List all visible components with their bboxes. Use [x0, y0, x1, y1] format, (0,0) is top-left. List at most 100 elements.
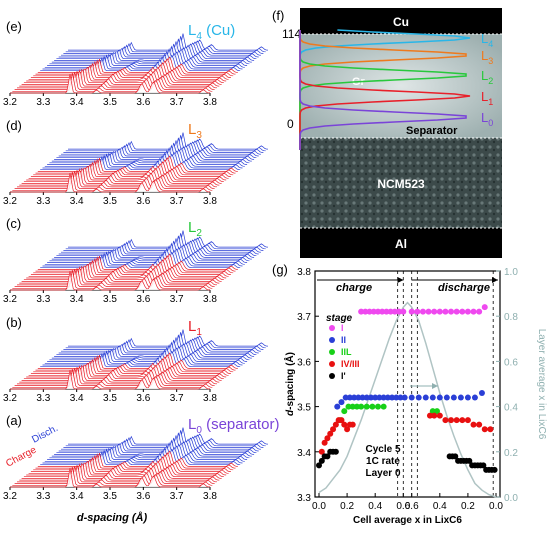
charge-spectrum — [23, 364, 224, 380]
y2-tick-label: 0.2 — [504, 448, 518, 459]
data-point — [464, 308, 471, 315]
data-point — [448, 417, 455, 424]
charge-spectrum — [26, 165, 227, 181]
data-point — [383, 308, 390, 315]
discharge-spectrum — [51, 343, 252, 359]
y2-tick-label: 1.0 — [504, 267, 518, 278]
x-tick-label: 0.2 — [340, 501, 354, 512]
charge-spectrum — [33, 356, 234, 373]
data-point — [341, 408, 348, 415]
data-point — [380, 403, 387, 410]
waterfall-panel-d: 3.2 3.3 3.4 3.5 3.6 3.7 3.8 (d) L3 — [3, 118, 269, 207]
discharge-spectrum — [51, 146, 252, 162]
panel-tag: (e) — [6, 19, 22, 34]
data-point — [324, 453, 331, 460]
discharge-spectrum — [61, 41, 262, 56]
data-point — [342, 394, 349, 401]
discharge-spectrum — [61, 435, 262, 450]
waterfall-panel-a: 3.2 3.3 3.4 3.5 3.6 3.7 3.8 (a) L0 (separator) Ch… — [3, 413, 279, 502]
panel-tag: (b) — [6, 315, 22, 330]
discharge-spectrum — [42, 151, 243, 169]
waterfall-tick-label: 3.2 — [3, 491, 17, 502]
x-tick-label: 0.4 — [433, 501, 447, 512]
discharge-spectrum — [58, 142, 259, 157]
discharge-spectrum — [49, 442, 250, 459]
discharge-spectrum — [51, 244, 252, 260]
charge-spectrum — [26, 263, 227, 279]
discharge-spectrum — [68, 329, 269, 347]
data-point — [369, 403, 376, 410]
legend-marker — [329, 337, 335, 343]
layer-label: L1 — [188, 318, 202, 338]
charge-spectrum — [10, 173, 211, 193]
legend-marker — [329, 373, 335, 379]
info-line: Cycle 5 — [365, 444, 400, 455]
charge-spectrum — [37, 352, 238, 369]
info-line: 1C rate — [366, 456, 400, 467]
discharge-title: discharge — [438, 282, 490, 294]
data-point — [464, 417, 471, 424]
discharge-spectrum — [54, 341, 255, 357]
data-point — [391, 308, 398, 315]
data-point — [353, 403, 360, 410]
data-point — [426, 412, 433, 419]
cu-region — [300, 8, 502, 34]
discharge-spectrum — [61, 337, 262, 352]
data-point — [415, 394, 422, 401]
data-point — [442, 417, 449, 424]
layer-curve-label: L0 — [481, 110, 493, 128]
waterfall-tick-label: 3.6 — [136, 491, 150, 502]
data-point — [358, 403, 365, 410]
charge-spectrum — [30, 456, 231, 472]
data-point — [481, 304, 488, 311]
panel-tag: (a) — [6, 413, 22, 428]
charge-spectrum — [21, 364, 222, 381]
x-tick-label: 0.6 — [396, 501, 410, 512]
charge-spectrum — [23, 462, 224, 478]
data-point — [363, 394, 370, 401]
data-point — [359, 394, 366, 401]
data-point — [436, 308, 443, 315]
data-point — [370, 308, 377, 315]
data-point — [431, 412, 438, 419]
charge-spectrum — [35, 255, 236, 272]
panel-tag: (c) — [6, 216, 21, 231]
al-label: Al — [395, 237, 407, 251]
data-point — [434, 408, 440, 415]
waterfall-tick-label: 3.2 — [3, 294, 17, 305]
data-point — [453, 308, 460, 315]
charge-spectrum — [35, 58, 236, 75]
axis-114: 114 — [282, 27, 301, 41]
charge-spectrum — [37, 155, 238, 172]
data-point — [375, 403, 381, 410]
x-axis-label-left: d-spacing (Å) — [77, 511, 148, 524]
discharge-spectrum — [63, 235, 264, 251]
charge-spectrum — [26, 460, 227, 476]
waterfall-tick-label: 3.7 — [170, 393, 184, 404]
data-point — [372, 394, 379, 401]
data-point — [471, 394, 478, 401]
data-point — [414, 308, 421, 315]
charge-spectrum — [17, 367, 217, 385]
waterfall-tick-label: 3.7 — [170, 196, 184, 207]
charge-spectrum — [26, 66, 227, 82]
y-tick-label: 3.7 — [297, 312, 311, 323]
discharge-spectrum — [49, 147, 250, 164]
discharge-spectrum — [47, 246, 248, 263]
data-point — [324, 435, 331, 442]
data-point — [436, 394, 443, 401]
discharge-spectrum — [49, 245, 250, 262]
charge-spectrum — [19, 365, 220, 383]
discharge-spectrum — [65, 430, 266, 447]
info-line: Layer 0 — [365, 468, 400, 479]
waterfall-tick-label: 3.8 — [203, 97, 217, 108]
data-point — [397, 394, 404, 401]
charge-spectrum — [10, 271, 211, 291]
data-point — [362, 308, 369, 315]
data-point — [408, 308, 415, 315]
charge-spectrum — [28, 64, 229, 80]
y2-pointer-head — [432, 383, 438, 389]
discharge-spectrum — [47, 345, 248, 362]
waterfall-tick-label: 3.2 — [3, 97, 17, 108]
data-point — [453, 417, 460, 424]
